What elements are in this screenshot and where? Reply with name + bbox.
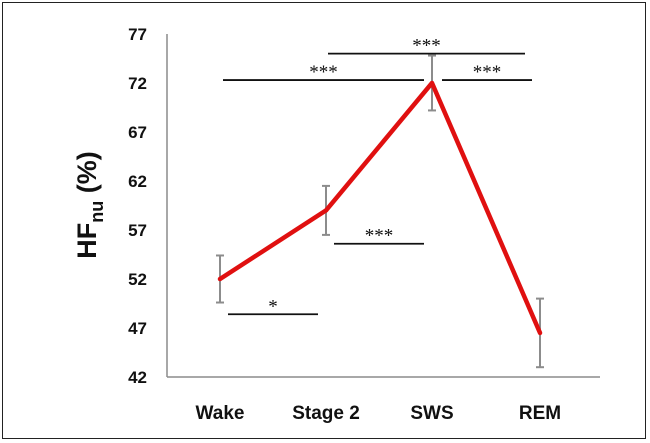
y-tick-label: 42 <box>128 368 147 387</box>
y-tick-label: 77 <box>128 25 147 44</box>
x-tick-label: SWS <box>410 403 453 424</box>
data-point <box>324 208 328 213</box>
y-axis-label-suffix: (%) <box>72 151 102 201</box>
significance-label: *** <box>412 36 441 57</box>
chart-frame <box>2 2 646 439</box>
y-tick-label: 52 <box>128 270 147 289</box>
y-tick-label: 67 <box>128 123 147 142</box>
y-axis-label: HFnu (%) <box>72 151 107 259</box>
error-bars <box>216 54 544 369</box>
y-tick-label: 62 <box>128 172 147 191</box>
significance-label: * <box>268 296 278 317</box>
y-axis-label-subscript: nu <box>87 201 107 223</box>
x-tick-label: Wake <box>196 403 245 424</box>
significance-annotations: ******* ****** <box>223 36 532 317</box>
y-axis-label-main: HF <box>72 223 102 259</box>
y-tick-label: 47 <box>128 319 147 338</box>
significance-label: *** <box>309 62 338 83</box>
data-point <box>218 277 222 281</box>
y-tick-label: 57 <box>128 221 147 240</box>
series-lines <box>217 80 543 336</box>
axes: 42 47 52 57 62 67 72 77 Wake Stage 2 SWS REM <box>128 25 600 424</box>
x-tick-label: Stage 2 <box>292 403 360 424</box>
y-tick-label: 72 <box>128 74 147 93</box>
series-line <box>217 80 543 336</box>
data-point <box>538 330 542 335</box>
data-point <box>430 81 434 85</box>
significance-label: *** <box>365 226 394 247</box>
significance-label: *** <box>473 62 502 83</box>
x-tick-label: REM <box>519 403 561 424</box>
